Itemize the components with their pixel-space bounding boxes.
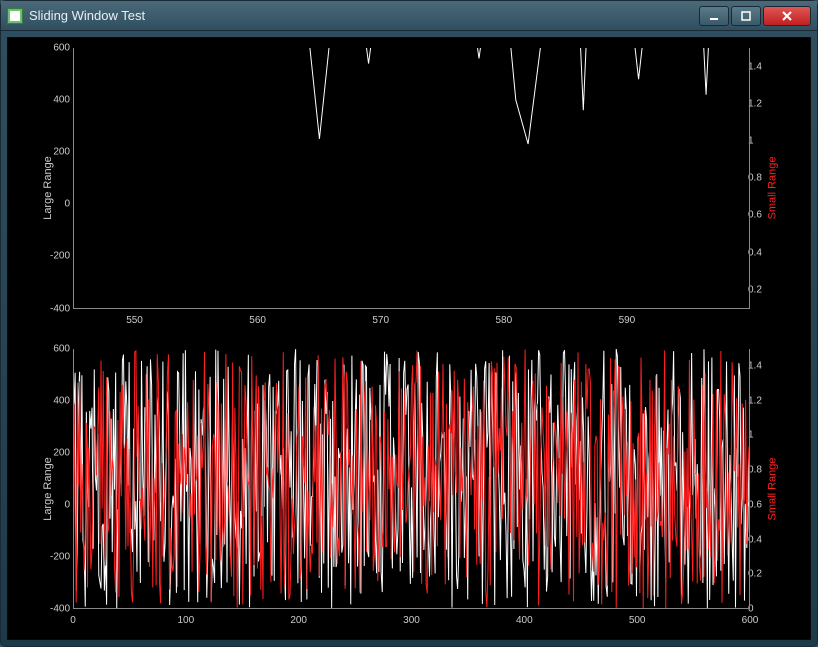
plot-area: Large Range Small Range -400-20002004006… [7, 37, 811, 640]
top-xticks: 550560570580590 [73, 315, 750, 333]
bottom-yticks-left: -400-2000200400600 [30, 349, 70, 610]
top-yticks-left: -400-2000200400600 [30, 48, 70, 309]
window-frame: Sliding Window Test Large Range Small Ra… [0, 0, 818, 647]
bottom-plot-inner [73, 349, 750, 610]
window-title: Sliding Window Test [29, 8, 699, 23]
window-buttons [699, 6, 811, 26]
top-yticks-right: 0.20.40.60.811.21.4 [748, 48, 788, 309]
bottom-yticks-right: 00.20.40.60.811.21.4 [748, 349, 788, 610]
close-button[interactable] [763, 6, 811, 26]
bottom-plot[interactable]: Large Range Small Range -400-20002004006… [8, 339, 810, 640]
minimize-button[interactable] [699, 6, 729, 26]
top-plot[interactable]: Large Range Small Range -400-20002004006… [8, 38, 810, 339]
maximize-button[interactable] [731, 6, 761, 26]
titlebar[interactable]: Sliding Window Test [1, 1, 817, 31]
top-plot-inner [73, 48, 750, 309]
bottom-xticks: 0100200300400500600 [73, 615, 750, 633]
app-icon [7, 8, 23, 24]
